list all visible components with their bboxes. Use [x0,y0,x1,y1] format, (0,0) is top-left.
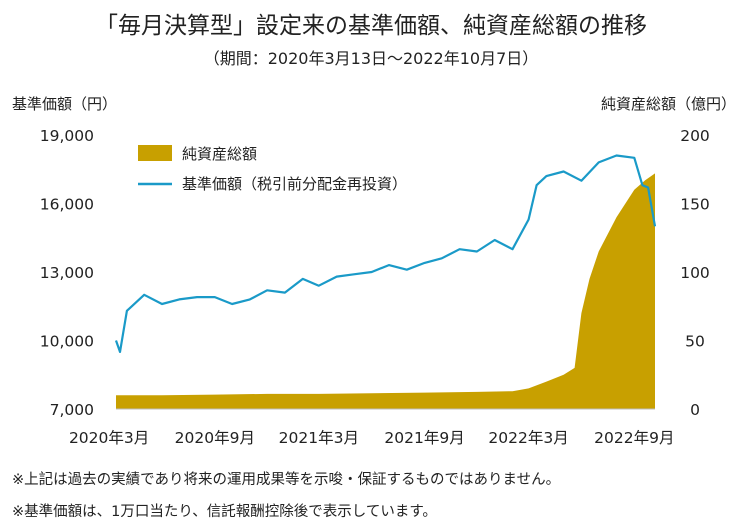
x-tick-label: 2022年9月 [594,429,674,447]
left-axis-label: 基準価額（円） [12,95,117,113]
legend-swatch-area [138,145,172,161]
net-assets-area [116,173,655,409]
left-axis-ticks: 7,000 10,000 13,000 16,000 19,000 [40,127,94,419]
x-tick-label: 2020年9月 [175,429,255,447]
right-axis-ticks: 0 50 100 150 200 [680,127,710,419]
right-tick-label: 0 [690,401,700,419]
left-tick-label: 13,000 [40,264,94,282]
legend: 純資産総額 基準価額（税引前分配金再投資） [138,145,407,193]
x-tick-label: 2020年3月 [69,429,149,447]
nav-line [114,154,657,353]
note-2: ※基準価額は、1万口当たり、信託報酬控除後で表示しています。 [12,503,437,520]
legend-label-area: 純資産総額 [182,145,257,163]
right-axis-label: 純資産総額（億円） [601,95,736,113]
x-tick-label: 2022年3月 [488,429,568,447]
x-axis-ticks: 2020年3月 2020年9月 2021年3月 2021年9月 2022年3月 2022年… [69,429,675,447]
x-tick-label: 2021年9月 [384,429,464,447]
right-tick-label: 200 [680,127,710,145]
right-tick-label: 150 [680,196,710,214]
left-tick-label: 16,000 [40,196,94,214]
right-tick-label: 50 [685,333,705,351]
note-1: ※上記は過去の実績であり将来の運用成果等を示唆・保証するものではありません。 [12,470,560,488]
x-tick-label: 2021年3月 [279,429,359,447]
legend-label-line: 基準価額（税引前分配金再投資） [182,175,407,193]
left-tick-label: 7,000 [50,401,94,419]
left-tick-label: 10,000 [40,333,94,351]
left-tick-label: 19,000 [40,127,94,145]
right-tick-label: 100 [680,264,710,282]
chart-title: 「毎月決算型」設定来の基準価額、純資産総額の推移 [95,13,647,39]
chart-subtitle: （期間：2020年3月13日～2022年10月7日） [204,49,539,68]
